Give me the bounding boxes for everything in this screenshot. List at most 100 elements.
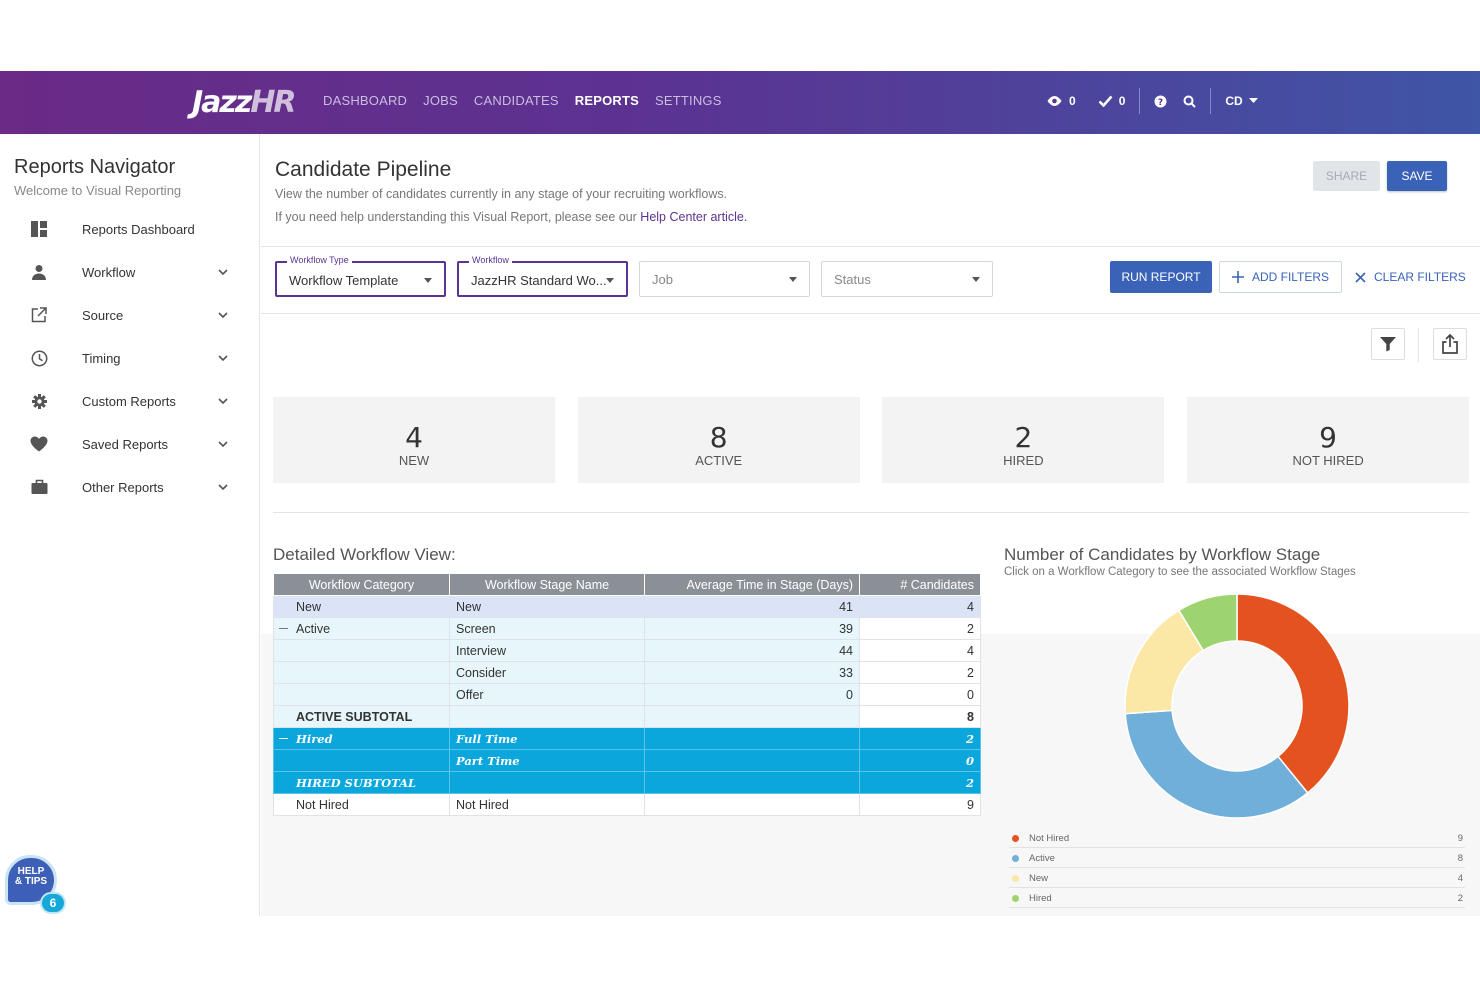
avg-time-cell: 0 <box>644 683 860 706</box>
tasks-indicator[interactable]: 0 <box>1098 94 1125 108</box>
table-row[interactable]: Active Screen 39 2 <box>273 617 981 640</box>
filter-toggle-button[interactable] <box>1371 328 1405 360</box>
summary-value: 4 <box>405 421 423 454</box>
add-filters-button[interactable]: ADD FILTERS <box>1219 261 1342 293</box>
caret-down-icon <box>972 277 980 282</box>
donut-slice-not-hired[interactable] <box>1236 593 1350 794</box>
help-center-link[interactable]: Help Center article. <box>640 210 748 224</box>
avg-time-cell: 44 <box>644 639 860 662</box>
category-cell <box>273 749 450 772</box>
chevron-down-icon[interactable] <box>216 351 230 365</box>
table-row[interactable]: Consider 33 2 <box>273 661 981 684</box>
divider <box>261 246 1480 247</box>
donut-slice-active[interactable] <box>1124 709 1309 819</box>
donut-chart[interactable] <box>1116 585 1358 827</box>
column-header[interactable]: # Candidates <box>859 573 981 596</box>
chevron-down-icon[interactable] <box>216 308 230 322</box>
page-title: Candidate Pipeline <box>275 158 452 181</box>
run-report-button[interactable]: RUN REPORT <box>1110 261 1212 293</box>
workflow-table: Workflow Category Workflow Stage Name Aver… <box>273 573 981 816</box>
user-menu[interactable]: CD <box>1225 94 1258 108</box>
stage-cell: Consider <box>449 661 645 684</box>
column-header[interactable]: Workflow Stage Name <box>449 573 645 596</box>
close-icon <box>1355 271 1366 283</box>
chevron-down-icon[interactable] <box>216 437 230 451</box>
page-description: View the number of candidates currently … <box>275 187 728 201</box>
page-help-text: If you need help understanding this Visu… <box>275 210 747 224</box>
chevron-down-icon[interactable] <box>216 394 230 408</box>
table-row[interactable]: Hired Full Time 2 <box>273 727 981 750</box>
summary-card-not-hired: 9 NOT HIRED <box>1187 397 1470 483</box>
save-button[interactable]: SAVE <box>1387 161 1447 191</box>
workflow-type-label: Workflow Type <box>287 255 352 265</box>
eye-icon <box>1047 96 1062 106</box>
category-cell[interactable]: Hired <box>273 727 450 750</box>
sidebar-item-reports-dashboard[interactable]: Reports Dashboard <box>0 214 260 244</box>
legend-item-not-hired[interactable]: Not Hired 9 <box>1009 828 1465 848</box>
category-text: Not Hired <box>296 797 349 812</box>
summary-value: 2 <box>1014 421 1033 454</box>
category-cell: New <box>273 595 450 618</box>
clock-icon <box>30 349 48 367</box>
nav-reports[interactable]: REPORTS <box>574 93 639 108</box>
stage-cell: Full Time <box>449 727 645 750</box>
export-button[interactable] <box>1433 328 1467 360</box>
sidebar-item-timing[interactable]: Timing <box>0 343 260 373</box>
category-cell[interactable]: Active <box>273 617 450 640</box>
help-count-badge: 6 <box>40 892 66 914</box>
nav-candidates[interactable]: CANDIDATES <box>473 93 559 108</box>
sidebar-item-other-reports[interactable]: Other Reports <box>0 472 260 502</box>
category-text: ACTIVE SUBTOTAL <box>296 709 413 724</box>
table-row[interactable]: Part Time 0 <box>273 749 981 772</box>
share-export-icon <box>1442 334 1458 354</box>
table-row[interactable]: Offer 0 0 <box>273 683 981 706</box>
table-row[interactable]: ACTIVE SUBTOTAL 8 <box>273 705 981 728</box>
nav-settings[interactable]: SETTINGS <box>655 93 722 108</box>
workflow-value: JazzHR Standard Wo... <box>471 273 607 288</box>
views-indicator[interactable]: 0 <box>1046 94 1076 108</box>
legend-item-new[interactable]: New 4 <box>1009 868 1465 888</box>
count-cell: 8 <box>859 705 981 728</box>
legend-value: 8 <box>1457 853 1463 864</box>
share-button[interactable]: SHARE <box>1313 161 1380 191</box>
logo-suffix: HR <box>250 85 296 120</box>
help-text: If you need help understanding this Visu… <box>275 210 641 224</box>
legend-item-hired[interactable]: Hired 2 <box>1009 888 1465 908</box>
legend-swatch <box>1012 895 1019 902</box>
job-select[interactable]: Job <box>639 261 810 297</box>
gear-icon <box>30 392 48 410</box>
table-row[interactable]: Not Hired Not Hired 9 <box>273 793 981 816</box>
sidebar-item-source[interactable]: Source <box>0 300 260 330</box>
chevron-down-icon[interactable] <box>216 480 230 494</box>
help-icon[interactable]: ? <box>1154 95 1167 108</box>
sidebar-item-saved-reports[interactable]: Saved Reports <box>0 429 260 459</box>
workflow-type-select[interactable]: Workflow Type Workflow Template <box>275 255 446 297</box>
table-row[interactable]: HIRED SUBTOTAL 2 <box>273 771 981 794</box>
column-header[interactable]: Average Time in Stage (Days) <box>644 573 860 596</box>
workflow-select[interactable]: Workflow JazzHR Standard Wo... <box>457 255 628 297</box>
nav-jobs[interactable]: JOBS <box>423 93 458 108</box>
jazzhr-logo[interactable]: JazzHR <box>192 85 297 120</box>
donut-slice-hired[interactable] <box>1177 593 1238 652</box>
table-row[interactable]: Interview 44 4 <box>273 639 981 662</box>
sidebar-item-custom-reports[interactable]: Custom Reports <box>0 386 260 416</box>
summary-value: 9 <box>1319 421 1337 454</box>
table-row[interactable]: New New 41 4 <box>273 595 981 618</box>
count-cell: 2 <box>859 727 981 750</box>
avg-time-cell <box>644 771 860 794</box>
count-cell: 2 <box>859 661 981 684</box>
clear-filters-button[interactable]: CLEAR FILTERS <box>1355 261 1466 293</box>
column-header[interactable]: Workflow Category <box>273 573 450 596</box>
search-icon[interactable] <box>1183 95 1197 108</box>
legend-item-active[interactable]: Active 8 <box>1009 848 1465 868</box>
divider <box>261 313 1480 314</box>
collapse-icon[interactable] <box>279 738 288 739</box>
chart-title: Number of Candidates by Workflow Stage <box>1004 545 1321 564</box>
svg-text:?: ? <box>1158 98 1163 108</box>
chevron-down-icon[interactable] <box>216 265 230 279</box>
status-select[interactable]: Status <box>821 261 993 297</box>
plus-icon <box>1231 271 1244 283</box>
nav-dashboard[interactable]: DASHBOARD <box>323 93 408 108</box>
collapse-icon[interactable] <box>279 628 288 629</box>
sidebar-item-workflow[interactable]: Workflow <box>0 257 260 287</box>
